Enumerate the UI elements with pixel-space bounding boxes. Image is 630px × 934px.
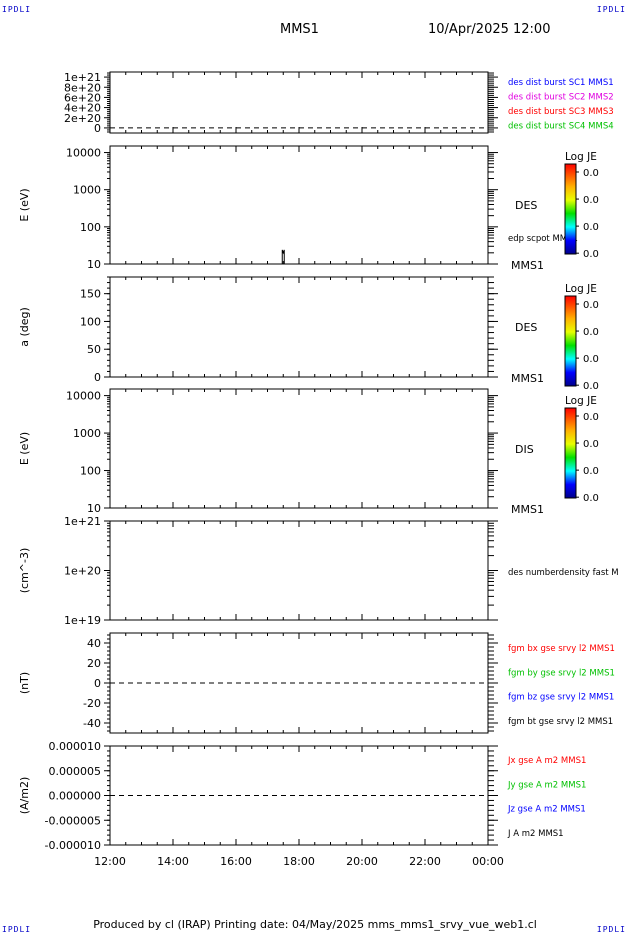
- legend-entry: des dist burst SC1 MMS1: [508, 78, 614, 88]
- y-tick-label: 1e+21: [64, 515, 101, 528]
- legend-entry: fgm bz gse srvy l2 MMS1: [508, 693, 614, 703]
- y-tick-label: 0.000010: [49, 740, 102, 753]
- y-tick-label: 1e+19: [64, 614, 101, 627]
- colorbar-tick-label: 0.0: [583, 222, 599, 233]
- y-tick-label: 40: [87, 637, 101, 650]
- legend-entry: Jz gse A m2 MMS1: [507, 805, 586, 815]
- plot-datetime: 10/Apr/2025 12:00: [428, 22, 551, 37]
- y-tick-label: 10: [87, 502, 101, 515]
- y-tick-label: 1000: [73, 427, 101, 440]
- y-tick-label: 150: [80, 288, 101, 301]
- corner-label-bottom-right: IPDLI: [596, 925, 626, 934]
- legend-entry: des dist burst SC3 MMS3: [508, 107, 614, 117]
- y-tick-label: 8e+20: [64, 81, 101, 94]
- y-axis-label-panel4: E (eV): [18, 432, 31, 465]
- y-tick-label: 1e+20: [64, 565, 101, 578]
- plot-frame-panel1: [109, 71, 489, 134]
- y-tick-label: 10: [87, 258, 101, 271]
- overlay-label: edp scpot MMS1: [508, 234, 578, 244]
- plot-frame-panel4: [109, 388, 489, 509]
- plot-frame-panel3: [109, 276, 489, 378]
- y-tick-label: -20: [83, 697, 101, 710]
- legend-entry: fgm bx gse srvy l2 MMS1: [508, 644, 615, 654]
- corner-label-top-right: IPDLI: [596, 5, 626, 14]
- colorbar-tick-label: 0.0: [583, 493, 599, 504]
- y-tick-label: 100: [80, 465, 101, 478]
- panel-mms-label-panel4: MMS1: [511, 503, 544, 516]
- legend-entry: fgm by gse srvy l2 MMS1: [508, 668, 615, 678]
- y-axis-label-panel2: E (eV): [18, 188, 31, 221]
- colorbar-tick-label: 0.0: [583, 439, 599, 450]
- colorbar-panel4: [564, 407, 577, 499]
- legend-entry: des numberdensity fast M: [508, 568, 619, 578]
- y-axis-label-panel5: (cm^-3): [18, 548, 31, 594]
- footer-credit: Produced by cl (IRAP) Printing date: 04/…: [93, 918, 537, 931]
- legend-entry: Jy gse A m2 MMS1: [507, 780, 586, 790]
- spacecraft-title: MMS1: [280, 22, 319, 37]
- colorbar-tick-label: 0.0: [583, 327, 599, 338]
- y-tick-label: 2e+20: [64, 112, 101, 125]
- y-tick-label: 100: [80, 315, 101, 328]
- colorbar-panel3: [564, 295, 577, 387]
- panel-mms-label-panel3: MMS1: [511, 372, 544, 385]
- legend-entry: fgm bt gse srvy l2 MMS1: [508, 717, 613, 727]
- colorbar-tick-label: 0.0: [583, 412, 599, 423]
- y-tick-label: 20: [87, 657, 101, 670]
- x-tick-label: 12:00: [94, 855, 126, 868]
- colorbar-tick-label: 0.0: [583, 381, 599, 392]
- legend-entry: des dist burst SC2 MMS2: [508, 93, 614, 103]
- y-axis-label-panel6: (nT): [18, 672, 31, 694]
- y-tick-label: 1000: [73, 184, 101, 197]
- x-tick-label: 18:00: [283, 855, 315, 868]
- y-tick-label: 0: [94, 122, 101, 135]
- panel-mms-label-panel2: MMS1: [511, 259, 544, 272]
- plot-frame-panel2: [109, 145, 489, 265]
- colorbar-tick-label: 0.0: [583, 168, 599, 179]
- colorbar-title: Log JE: [565, 151, 597, 163]
- y-tick-label: 50: [87, 343, 101, 356]
- legend-entry: Jx gse A m2 MMS1: [507, 756, 586, 766]
- plot-frame-panel5: [109, 520, 489, 621]
- y-tick-label: 4e+20: [64, 102, 101, 115]
- colorbar-tick-label: 0.0: [583, 466, 599, 477]
- x-tick-label: 16:00: [220, 855, 252, 868]
- y-tick-label: -0.000010: [45, 839, 101, 852]
- corner-label-top-left: IPDLI: [2, 5, 32, 14]
- species-label-panel4: DIS: [515, 443, 534, 456]
- y-tick-label: -40: [83, 717, 101, 730]
- colorbar-tick-label: 0.0: [583, 249, 599, 260]
- corner-label-bottom-left: IPDLI: [2, 925, 32, 934]
- colorbar-tick-label: 0.0: [583, 300, 599, 311]
- y-axis-label-panel3: a (deg): [18, 307, 31, 347]
- y-tick-label: 6e+20: [64, 91, 101, 104]
- x-tick-label: 20:00: [346, 855, 378, 868]
- colorbar-title: Log JE: [565, 283, 597, 295]
- y-tick-label: 0: [94, 371, 101, 384]
- y-tick-label: 1e+21: [64, 71, 101, 84]
- y-tick-label: 0: [94, 677, 101, 690]
- x-tick-label: 00:00: [472, 855, 504, 868]
- y-tick-label: 0.000005: [49, 765, 102, 778]
- legend-entry: J A m2 MMS1: [507, 829, 564, 839]
- colorbar-tick-label: 0.0: [583, 354, 599, 365]
- colorbar-title: Log JE: [565, 395, 597, 407]
- legend-entry: des dist burst SC4 MMS4: [508, 122, 614, 132]
- density-spike: [281, 249, 285, 264]
- species-label-panel3: DES: [515, 321, 537, 334]
- y-tick-label: -0.000005: [45, 814, 101, 827]
- colorbar-tick-label: 0.0: [583, 195, 599, 206]
- x-tick-label: 22:00: [409, 855, 441, 868]
- y-axis-label-panel7: (A/m2): [18, 777, 31, 815]
- y-tick-label: 10000: [66, 147, 101, 160]
- species-label-panel2: DES: [515, 199, 537, 212]
- y-tick-label: 0.000000: [49, 790, 102, 803]
- y-tick-label: 10000: [66, 390, 101, 403]
- y-tick-label: 100: [80, 221, 101, 234]
- colorbar-panel2: [564, 163, 577, 255]
- x-tick-label: 14:00: [157, 855, 189, 868]
